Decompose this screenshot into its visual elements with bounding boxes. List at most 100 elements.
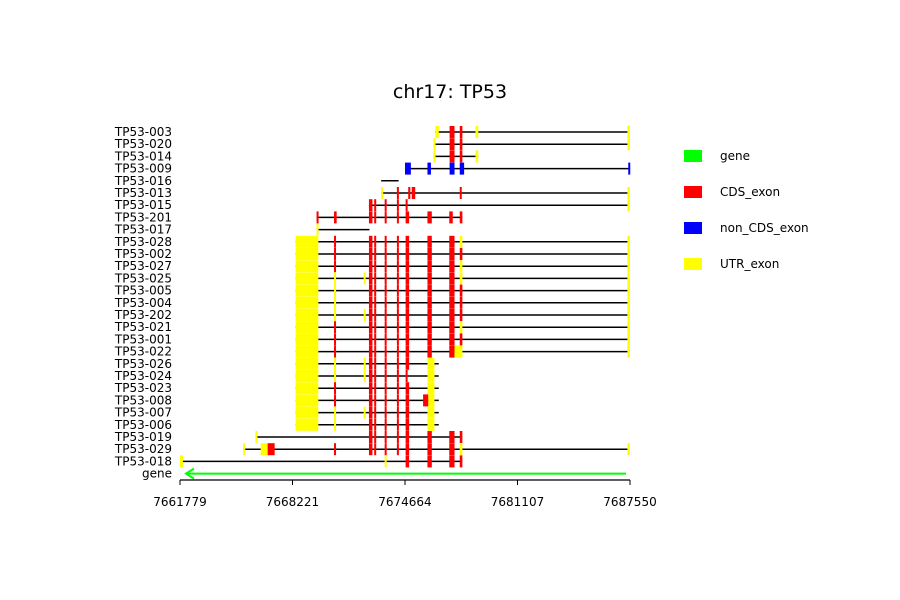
cds-exon bbox=[334, 345, 337, 358]
utr-exon bbox=[627, 272, 630, 285]
cds-exon bbox=[449, 309, 455, 321]
cds-exon bbox=[427, 321, 432, 334]
cds-exon bbox=[427, 443, 432, 456]
cds-exon bbox=[368, 284, 373, 297]
cds-exon bbox=[459, 150, 463, 163]
cds-exon bbox=[449, 150, 455, 163]
utr-exon bbox=[180, 455, 183, 468]
cds-exon bbox=[334, 333, 337, 346]
utr-exon bbox=[334, 284, 337, 297]
cds-exon bbox=[374, 431, 377, 443]
cds-exon bbox=[368, 211, 373, 224]
transcript-label: TP53-025 bbox=[114, 271, 172, 285]
utr-exon bbox=[334, 406, 337, 419]
cds-exon bbox=[449, 284, 455, 297]
legend-swatch bbox=[684, 150, 702, 162]
transcript-tp53-028: TP53-028 bbox=[114, 235, 630, 249]
cds-exon bbox=[334, 394, 337, 407]
cds-exon bbox=[405, 199, 408, 212]
cds-exon bbox=[449, 431, 455, 443]
utr-exon bbox=[433, 150, 436, 163]
cds-exon bbox=[427, 296, 432, 309]
cds-exon bbox=[427, 211, 432, 224]
transcript-tp53-005: TP53-005 bbox=[114, 284, 630, 298]
utr-exon bbox=[433, 138, 436, 151]
cds-exon bbox=[374, 443, 377, 456]
cds-exon bbox=[427, 272, 432, 285]
cds-exon bbox=[374, 211, 377, 224]
transcript-rows: TP53-003TP53-020TP53-014TP53-009TP53-016… bbox=[114, 125, 631, 481]
utr-exon bbox=[334, 357, 337, 370]
cds-exon bbox=[374, 296, 377, 309]
utr-exon bbox=[295, 296, 319, 309]
cds-exon bbox=[396, 199, 399, 212]
cds-exon bbox=[368, 406, 373, 419]
cds-exon bbox=[396, 345, 399, 358]
transcript-label: TP53-020 bbox=[114, 137, 172, 151]
cds-exon bbox=[384, 248, 387, 260]
transcript-label: TP53-015 bbox=[114, 198, 172, 212]
gene-row: gene bbox=[142, 467, 626, 481]
cds-exon bbox=[449, 138, 455, 151]
cds-exon bbox=[374, 345, 377, 358]
transcript-label: TP53-019 bbox=[114, 430, 172, 444]
cds-exon bbox=[374, 284, 377, 297]
cds-exon bbox=[396, 211, 399, 224]
transcript-label: TP53-022 bbox=[114, 345, 172, 359]
utr-exon bbox=[255, 431, 258, 443]
utr-exon bbox=[459, 235, 463, 248]
cds-exon bbox=[396, 235, 399, 248]
cds-exon bbox=[449, 211, 453, 224]
cds-exon bbox=[334, 443, 337, 456]
transcript-tp53-006: TP53-006 bbox=[114, 418, 439, 432]
cds-exon bbox=[384, 406, 387, 419]
cds-exon bbox=[396, 187, 399, 199]
cds-exon bbox=[405, 443, 410, 456]
cds-exon bbox=[396, 357, 399, 370]
utr-exon bbox=[627, 284, 630, 297]
transcript-label: TP53-014 bbox=[114, 149, 172, 163]
cds-exon bbox=[368, 418, 373, 431]
non-cds-exon bbox=[449, 162, 455, 175]
cds-exon bbox=[316, 211, 319, 224]
utr-exon bbox=[295, 345, 319, 358]
cds-exon bbox=[405, 321, 410, 334]
transcript-tp53-023: TP53-023 bbox=[114, 381, 439, 395]
cds-exon bbox=[384, 418, 387, 431]
utr-exon bbox=[454, 345, 463, 358]
transcript-label: TP53-004 bbox=[114, 296, 172, 310]
cds-exon bbox=[368, 321, 373, 334]
legend-item-non-cds-exon: non_CDS_exon bbox=[684, 221, 809, 235]
utr-exon bbox=[627, 248, 630, 260]
cds-exon bbox=[449, 272, 455, 285]
transcript-tp53-018: TP53-018 bbox=[114, 454, 463, 468]
cds-exon bbox=[459, 138, 463, 151]
utr-exon bbox=[334, 309, 337, 321]
cds-exon bbox=[396, 382, 399, 395]
legend-swatch bbox=[684, 258, 702, 270]
cds-exon bbox=[459, 187, 462, 199]
cds-exon bbox=[384, 345, 387, 358]
transcript-tp53-202: TP53-202 bbox=[114, 308, 630, 322]
cds-exon bbox=[396, 333, 399, 346]
cds-exon bbox=[384, 394, 387, 407]
cds-exon bbox=[368, 345, 373, 358]
cds-exon bbox=[396, 321, 399, 334]
cds-exon bbox=[384, 235, 387, 248]
utr-exon bbox=[427, 406, 435, 419]
transcript-tp53-024: TP53-024 bbox=[114, 369, 439, 383]
cds-exon bbox=[396, 394, 399, 407]
cds-exon bbox=[405, 406, 410, 419]
transcript-tp53-025: TP53-025 bbox=[114, 271, 630, 285]
x-tick-label: 7687550 bbox=[603, 495, 656, 509]
cds-exon bbox=[374, 248, 377, 260]
cds-exon bbox=[396, 431, 399, 443]
transcript-tp53-009: TP53-009 bbox=[114, 162, 631, 176]
utr-exon bbox=[435, 126, 439, 138]
cds-exon bbox=[334, 248, 337, 260]
legend-swatch bbox=[684, 186, 702, 198]
utr-exon bbox=[363, 406, 366, 419]
cds-exon bbox=[368, 333, 373, 346]
utr-exon bbox=[334, 296, 337, 309]
gene-strand-arrow bbox=[184, 467, 195, 480]
